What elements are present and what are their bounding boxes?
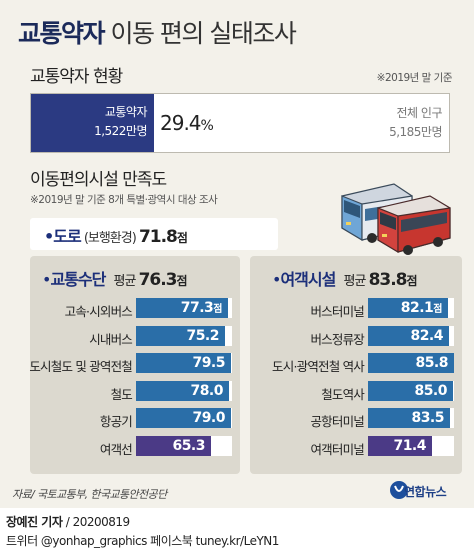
facility-header: •여객시설 평균 83.8점: [272, 266, 418, 290]
social-line: 트위터 @yonhap_graphics 페이스북 tuney.kr/LeYN1: [6, 534, 279, 548]
road-unit: 점: [176, 231, 188, 245]
bar-track: 75.2: [136, 326, 232, 346]
bar: 75.2: [136, 326, 225, 346]
transport-avg-value: 76.3: [138, 270, 178, 290]
red-bus-icon: [377, 195, 451, 255]
title-rest: 이동 편의 실태조사: [104, 19, 296, 48]
bar-track: 71.4: [368, 436, 454, 456]
bar-value-label: 79.0: [192, 410, 225, 426]
author: 장예진 기자: [6, 515, 63, 529]
bar-track: 79.0: [136, 408, 232, 428]
bar-value-label: 82.4: [410, 328, 443, 344]
facility-title: 여객시설: [280, 270, 336, 289]
road-label: 도로: [53, 227, 81, 246]
share-percent: 29.4%: [160, 111, 214, 135]
bar: 71.4: [368, 436, 432, 456]
category-label: 철도역사: [321, 387, 365, 402]
bar: 83.5: [368, 408, 450, 428]
category-label: 버스터미널: [310, 304, 364, 319]
road-satisfaction: •도로 (보행환경) 71.8점: [44, 223, 188, 247]
bar-value-label: 78.0: [190, 383, 223, 399]
road-value: 71.8: [138, 227, 178, 247]
title-bold: 교통약자: [18, 19, 106, 48]
category-label: 항공기: [99, 414, 133, 429]
weak-population-bar: [31, 94, 154, 152]
bar-track: 83.5: [368, 408, 454, 428]
category-label: 시내버스: [89, 332, 133, 347]
date: / 20200819: [62, 515, 130, 529]
source-note: 자료/ 국토교통부, 한국교통안전공단: [12, 488, 167, 501]
facility-bullet: •: [272, 270, 281, 289]
bar: 79.5: [136, 353, 231, 373]
bar-value-label: 85.8: [415, 355, 448, 371]
bar: 78.0: [136, 381, 229, 401]
category-label: 여객선: [99, 442, 133, 457]
bar: 85.0: [368, 381, 453, 401]
transport-bullet: •: [42, 270, 51, 289]
status-note: ※2019년 말 기준: [376, 72, 453, 84]
status-heading: 교통약자 현황: [30, 67, 123, 87]
share-value: 29.4: [160, 111, 202, 135]
bar-value-label: 75.2: [186, 328, 219, 344]
bus-illustration: [341, 183, 451, 255]
transport-header: •교통수단 평균 76.3점: [42, 266, 188, 290]
bar-track: 78.0: [136, 381, 232, 401]
bar-value-label: 79.5: [192, 355, 225, 371]
facility-avg-value: 83.8: [368, 270, 408, 290]
bar-track: 85.8: [368, 353, 454, 373]
bar: 82.1점: [368, 298, 448, 318]
total-count: 5,185만명: [389, 125, 442, 139]
transport-title: 교통수단: [50, 270, 106, 289]
bar: 77.3점: [136, 298, 228, 318]
bar-value-label: 71.4: [393, 438, 426, 454]
facility-avg-unit: 점: [406, 274, 418, 288]
category-label: 도시철도 및 광역전철: [29, 359, 132, 374]
total-population-text: 전체 인구 5,185만명: [330, 104, 442, 142]
yonhap-logo-icon: [390, 481, 408, 499]
bar-track: 82.4: [368, 326, 454, 346]
bar-value-label: 65.3: [172, 438, 205, 454]
bar-track: 65.3: [136, 436, 232, 456]
bar: 79.0: [136, 408, 231, 428]
bar-value-unit: 점: [213, 304, 222, 315]
footer: [0, 508, 474, 556]
category-label: 도시·광역전철 역사: [272, 359, 365, 374]
bar: 82.4: [368, 326, 449, 346]
category-label: 고속·시외버스: [64, 304, 133, 319]
bar-value-label: 82.1점: [400, 300, 443, 316]
road-sub: (보행환경): [80, 231, 139, 246]
weak-label: 교통약자: [104, 105, 148, 119]
satisfaction-note: ※2019년 말 기준 8개 특별·광역시 대상 조사: [30, 194, 218, 206]
credit-line: 장예진 기자 / 20200819: [6, 513, 130, 530]
page-title: 교통약자 이동 편의 실태조사: [18, 14, 297, 50]
bar-value-unit: 점: [433, 304, 442, 315]
category-label: 버스정류장: [310, 332, 364, 347]
facility-avg-label: 평균: [343, 274, 369, 289]
total-label: 전체 인구: [396, 106, 443, 120]
category-label: 공항터미널: [310, 414, 364, 429]
bar-track: 77.3점: [136, 298, 232, 318]
bar: 85.8: [368, 353, 454, 373]
transport-avg-label: 평균: [113, 274, 139, 289]
bar-track: 85.0: [368, 381, 454, 401]
logo-text: 연합뉴스: [404, 485, 447, 499]
bar-track: 82.1점: [368, 298, 454, 318]
bar: 65.3: [136, 436, 211, 456]
road-bullet: •: [44, 227, 54, 246]
bar-value-label: 83.5: [411, 410, 444, 426]
bar-value-label: 85.0: [414, 383, 447, 399]
transport-avg-unit: 점: [176, 274, 188, 288]
share-unit: %: [200, 118, 214, 134]
bar-value-label: 77.3점: [180, 300, 223, 316]
bar-track: 79.5: [136, 353, 232, 373]
weak-population-text: 교통약자 1,522만명: [31, 103, 147, 141]
weak-count: 1,522만명: [94, 124, 147, 138]
category-label: 여객터미널: [310, 442, 364, 457]
category-label: 철도: [110, 387, 133, 402]
satisfaction-heading: 이동편의시설 만족도: [30, 170, 167, 190]
road-box: [30, 218, 278, 250]
